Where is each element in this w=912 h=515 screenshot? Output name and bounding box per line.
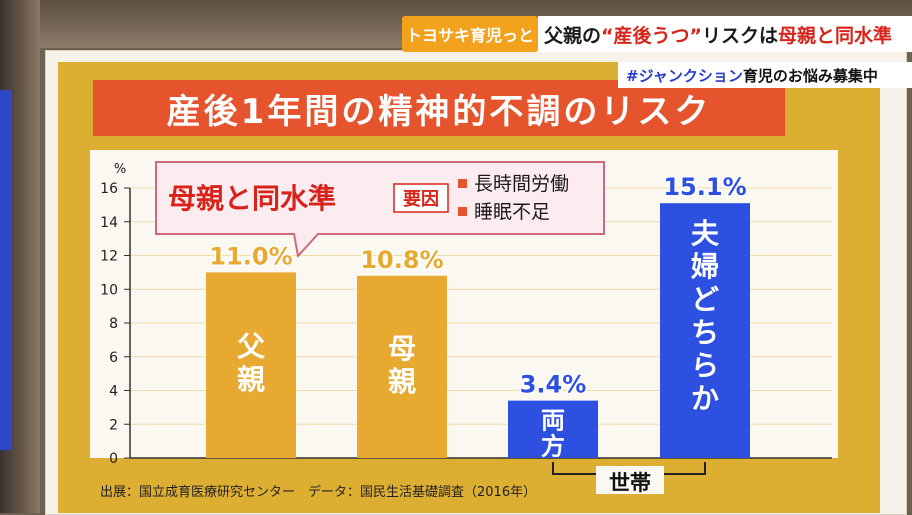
y-tick-label: 10 <box>100 282 118 298</box>
program-logo: トヨサキ育児っと <box>402 16 538 52</box>
headline-part-emph: “産後うつ” <box>601 24 702 47</box>
callout-factor-label: 要因 <box>403 189 439 210</box>
bar <box>660 203 750 458</box>
callout-title: 母親と同水準 <box>168 182 336 215</box>
headline-part-pre: 父親の <box>544 24 602 47</box>
y-tick-label: 12 <box>100 249 118 265</box>
chart-title: 産後1年間の精神的不調のリスク <box>93 80 785 136</box>
hashtag-text: 育児のお悩み募集中 <box>742 66 878 85</box>
y-tick-label: 4 <box>109 384 118 400</box>
bar <box>508 400 598 458</box>
headline-part-mid: リスクは <box>702 24 779 47</box>
bars: 11.0% 父親 10.8% 母親 3.4% 両方 15.1% 夫婦どちらか <box>206 172 750 461</box>
bar-category-label: 父親 <box>237 330 266 396</box>
callout-factor-item: 睡眠不足 <box>474 201 550 223</box>
callout-bubble <box>155 161 605 259</box>
studio-blue-screen <box>0 90 12 450</box>
news-headline: 父親の “産後うつ” リスクは 母親と同水準 <box>538 16 912 52</box>
bar-value-label: 3.4% <box>520 371 587 399</box>
y-tick-label: 0 <box>109 451 118 467</box>
y-tick-label: 14 <box>100 215 118 231</box>
bar <box>206 272 296 458</box>
callout-bullet <box>458 207 467 216</box>
y-tick-label: 16 <box>100 181 118 197</box>
callout-factor-item: 長時間労働 <box>474 173 569 195</box>
bar-category-label: 夫婦どちらか <box>691 217 720 415</box>
bar-value-label: 11.0% <box>209 242 292 270</box>
bar <box>357 275 447 458</box>
hashtag-banner: #ジャンクション 育児のお悩み募集中 <box>618 62 912 88</box>
hashtag: #ジャンクション <box>626 66 743 85</box>
y-tick-label: 2 <box>109 417 118 433</box>
y-tick-label: 8 <box>109 316 118 332</box>
callout-bullet <box>458 179 467 188</box>
bracket-label: 世帯 <box>609 471 651 495</box>
bracket-label-bg <box>596 466 664 494</box>
bar-value-label: 15.1% <box>663 173 746 201</box>
callout-factor-box <box>393 183 449 213</box>
y-tick-label: 6 <box>109 350 118 366</box>
bar-category-label: 両方 <box>541 407 565 461</box>
bar-category-label: 母親 <box>388 332 416 398</box>
source-note: 出展：国立成育医療研究センター データ：国民生活基礎調査（2016年） <box>100 484 536 500</box>
y-axis-unit: % <box>114 162 126 177</box>
bar-value-label: 10.8% <box>360 246 443 274</box>
headline-part-red: 母親と同水準 <box>778 24 893 47</box>
household-bracket: 世帯 <box>552 462 706 495</box>
